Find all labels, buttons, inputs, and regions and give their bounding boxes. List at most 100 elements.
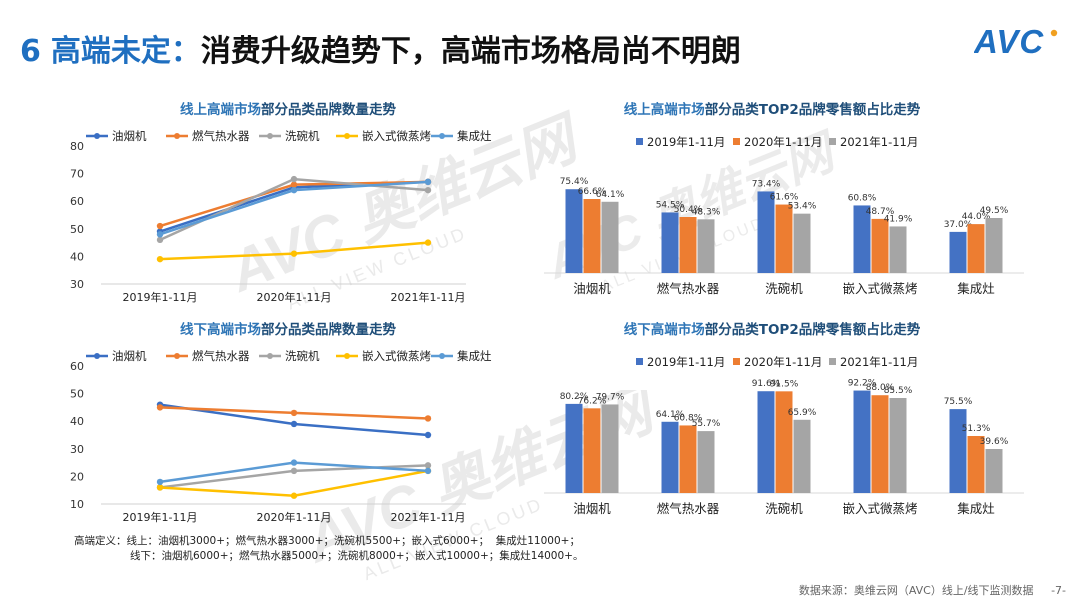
chart-title-highlight: 线上高端市场 [180,101,261,118]
data-point [156,255,164,263]
y-tick-label: 10 [70,498,84,511]
data-label: 64.1% [656,410,685,420]
bar [889,226,907,273]
bar [793,419,811,493]
data-label: 39.6% [980,437,1009,447]
data-point [290,420,298,428]
legend-label: 2019年1-11月 [647,135,725,149]
data-label: 48.3% [692,207,721,217]
legend-swatch [733,138,740,145]
x-tick-label: 集成灶 [957,501,995,516]
chart-title: 线上高端市场部分品类品牌数量走势 [180,101,396,118]
x-tick-label: 2021年1-11月 [391,290,466,304]
legend-label: 油烟机 [112,129,147,143]
bar [967,224,985,273]
chart-title-rest: 部分品类品牌数量走势 [261,101,396,118]
legend-swatch [829,138,836,145]
y-tick-label: 60 [70,360,84,373]
data-label: 50.4% [674,205,703,215]
data-point [424,462,432,469]
data-point [290,175,298,183]
legend-label: 燃气热水器 [192,129,250,143]
data-point [156,478,164,486]
data-label: 44.0% [962,212,991,222]
bar [583,408,601,493]
bar [601,404,619,493]
x-tick-label: 嵌入式微蒸烤 [842,501,917,516]
bar [679,425,697,493]
legend-label: 2021年1-11月 [840,355,918,369]
bar [793,213,811,273]
bar [757,191,775,273]
bar [601,201,619,273]
data-label: 88.0% [866,383,895,393]
note-line-online: 高端定义：线上：油烟机3000+；燃气热水器3000+；洗碗机5500+；嵌入式… [74,535,580,547]
data-label: 73.4% [752,179,781,189]
bar [679,217,697,273]
data-point [290,409,298,417]
legend-marker [439,353,445,359]
footer: 数据来源：奥维云网（AVC）线上/线下监测数据 -7- [799,582,1066,598]
data-point [156,231,164,238]
legend-marker [174,133,180,139]
chart-title-highlight: 线下高端市场 [180,321,261,338]
data-point [424,431,432,439]
data-label: 61.6% [770,193,799,203]
bar [889,398,907,493]
bar [565,189,583,273]
data-label: 76.2% [578,396,607,406]
data-point [424,186,432,194]
online-top2-share-chart: 线上高端市场部分品类TOP2品牌零售额占比走势 2019年1-11月 2020年1-… [544,101,1024,296]
data-point [156,236,164,244]
chart-title: 线上高端市场部分品类TOP2品牌零售额占比走势 [624,101,921,118]
data-point [290,459,298,466]
data-point [424,415,432,422]
x-tick-label: 燃气热水器 [657,501,720,516]
data-point [156,222,164,230]
data-label: 48.7% [866,207,895,217]
legend-label: 洗碗机 [285,349,320,363]
data-label: 53.4% [788,202,817,212]
bar [949,409,967,493]
legend-marker [174,353,180,359]
legend-marker [94,133,100,139]
legend-swatch [829,358,836,365]
legend-label: 嵌入式微蒸烤 [362,349,431,363]
offline-top2-share-chart: 线下高端市场部分品类TOP2品牌零售额占比走势 2019年1-11月 2020年1-… [544,321,1024,516]
legend-marker [267,353,273,359]
data-label: 75.4% [560,177,589,187]
bar [775,391,793,493]
definition-note: 高端定义：线上：油烟机3000+；燃气热水器3000+；洗碗机5500+；嵌入式… [74,534,583,564]
legend-label: 2020年1-11月 [744,135,822,149]
data-point [424,178,432,186]
data-label: 60.8% [848,193,877,203]
slide-number: 6 [20,34,41,69]
data-label: 91.6% [752,379,781,389]
x-tick-label: 2019年1-11月 [123,510,198,524]
chart-title-rest: 部分品类TOP2品牌零售额占比走势 [705,101,921,118]
data-label: 49.5% [980,206,1009,216]
bar [985,449,1003,493]
data-label: 91.5% [770,379,799,389]
legend-marker [344,353,350,359]
data-point [290,250,298,257]
data-label: 92.2% [848,379,877,389]
x-tick-label: 嵌入式微蒸烤 [842,281,917,296]
x-tick-label: 洗碗机 [765,281,803,296]
bar [697,431,715,493]
x-tick-label: 2020年1-11月 [257,290,332,304]
legend-label: 嵌入式微蒸烤 [362,129,431,143]
data-label: 37.0% [944,220,973,230]
bar [853,390,871,493]
bar [565,403,583,493]
bar [775,204,793,273]
note-line-offline: 线下：油烟机6000+；燃气热水器5000+；洗碗机8000+；嵌入式10000… [130,550,584,562]
legend-marker [267,133,273,139]
title-highlight: 高端未定： [50,34,201,69]
data-point [424,239,432,246]
x-tick-label: 2021年1-11月 [391,510,466,524]
x-tick-label: 油烟机 [573,501,611,516]
y-tick-label: 70 [70,168,84,181]
